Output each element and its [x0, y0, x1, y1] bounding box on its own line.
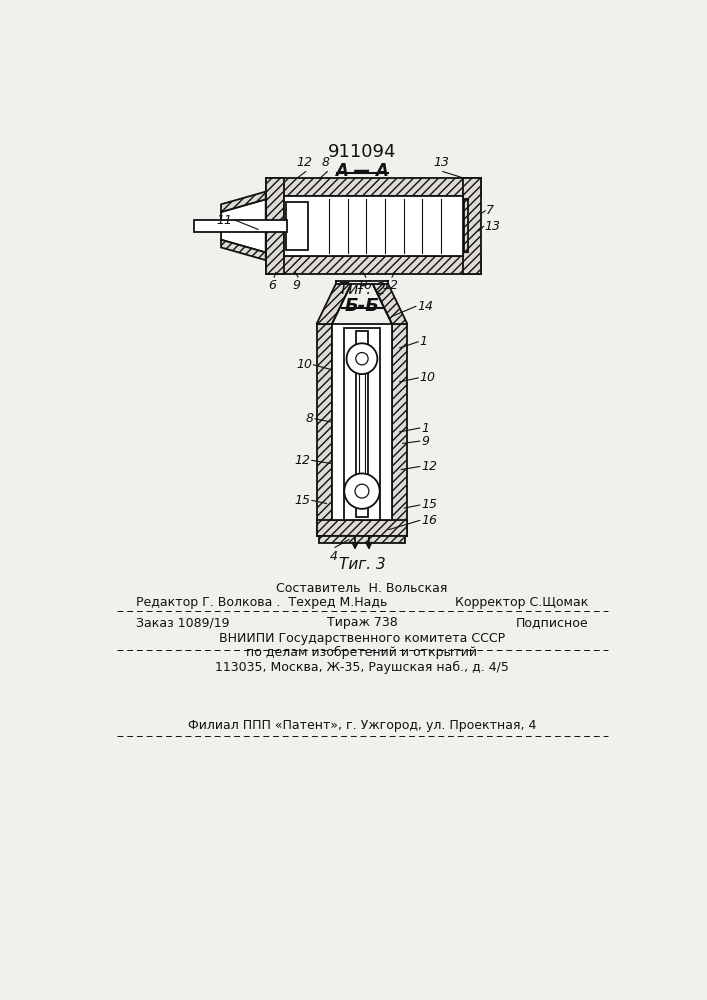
Bar	[344, 328, 380, 520]
Text: 15: 15	[421, 498, 437, 512]
Bar	[332, 324, 392, 520]
Text: 12: 12	[421, 460, 437, 473]
Bar	[266, 178, 284, 274]
Circle shape	[356, 353, 368, 365]
Text: 8: 8	[322, 156, 329, 169]
Text: 7: 7	[486, 204, 494, 217]
Text: 13: 13	[433, 156, 449, 169]
Text: по делам изобретений и открытий: по делам изобретений и открытий	[247, 646, 477, 659]
Polygon shape	[221, 240, 266, 260]
Text: 10: 10	[420, 371, 436, 384]
Text: 13: 13	[484, 220, 501, 233]
Text: 1: 1	[420, 335, 428, 348]
Circle shape	[355, 484, 369, 498]
Bar	[266, 256, 481, 274]
Polygon shape	[221, 199, 266, 252]
Text: Подписное: Подписное	[515, 616, 588, 629]
Text: Τиг. 2: Τиг. 2	[339, 282, 385, 297]
Text: 1: 1	[421, 422, 429, 434]
Text: 15: 15	[294, 494, 310, 507]
Text: 12: 12	[382, 279, 399, 292]
Bar	[317, 324, 332, 536]
Text: 14: 14	[417, 300, 433, 313]
Text: Составитель  Н. Вольская: Составитель Н. Вольская	[276, 582, 448, 595]
Text: 113035, Москва, Ж-35, Раушская наб., д. 4/5: 113035, Москва, Ж-35, Раушская наб., д. …	[215, 661, 509, 674]
Text: ВНИИПИ Государственного комитета СССР: ВНИИПИ Государственного комитета СССР	[219, 632, 505, 645]
Bar	[464, 199, 468, 252]
Text: Заказ 1089/19: Заказ 1089/19	[136, 616, 230, 629]
Text: 6: 6	[269, 279, 276, 292]
Text: 8: 8	[305, 412, 313, 425]
Text: 9: 9	[293, 279, 300, 292]
Bar	[392, 324, 407, 536]
Text: 16: 16	[421, 514, 437, 527]
Text: Τиг. 3: Τиг. 3	[339, 557, 385, 572]
Text: 9: 9	[421, 435, 429, 448]
Polygon shape	[221, 192, 266, 212]
Text: 12: 12	[296, 156, 312, 169]
Bar	[356, 331, 368, 517]
Bar	[266, 178, 481, 196]
Bar	[284, 196, 463, 256]
Text: Корректор С.Щомак: Корректор С.Щомак	[455, 596, 588, 609]
Bar	[194, 220, 287, 232]
Text: 12: 12	[294, 454, 310, 467]
Text: 11: 11	[216, 214, 233, 227]
Bar	[317, 520, 407, 536]
Text: Редактор Г. Волкова .  Техред М.Надь: Редактор Г. Волкова . Техред М.Надь	[136, 596, 387, 609]
Circle shape	[346, 343, 378, 374]
Text: Б-Б: Б-Б	[344, 297, 380, 315]
Text: 10: 10	[296, 358, 312, 371]
Polygon shape	[373, 284, 407, 324]
Text: 911094: 911094	[328, 143, 396, 161]
Bar	[319, 536, 405, 543]
Circle shape	[344, 473, 380, 509]
Text: Тираж 738: Тираж 738	[327, 616, 397, 629]
Bar	[286, 202, 308, 250]
Text: 4: 4	[329, 550, 337, 563]
Text: A — A: A — A	[335, 162, 389, 180]
Text: 16: 16	[356, 279, 373, 292]
Bar	[463, 178, 481, 274]
Polygon shape	[317, 284, 351, 324]
Text: Филиал ППП «Патент», г. Ужгород, ул. Проектная, 4: Филиал ППП «Патент», г. Ужгород, ул. Про…	[188, 719, 536, 732]
